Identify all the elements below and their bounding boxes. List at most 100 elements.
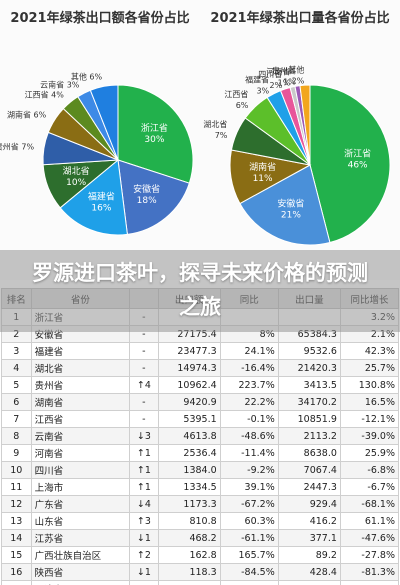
table-cell: 16: [1, 563, 32, 581]
table-cell: -39.0%: [339, 427, 400, 445]
table-cell: 3: [1, 342, 32, 360]
table-cell: 22.2%: [219, 393, 279, 411]
pie-slice-label-1: 浙江省 46%: [344, 147, 371, 170]
table-cell: -9.2%: [219, 461, 279, 479]
table-cell: 6: [1, 393, 32, 411]
table-cell: 165.7%: [219, 546, 279, 564]
table-cell: 8: [1, 427, 32, 445]
table-cell: 8638.0: [277, 444, 341, 462]
table-row: 16 陕西省 ↓1 118.3 -84.5% 428.4 -81.3%: [1, 563, 400, 581]
table-row: 6 湖南省 -9420.9 22.2% 34170.2 16.5%: [1, 393, 400, 411]
pie-slice-label-1: 浙江省 30%: [141, 122, 168, 145]
table-cell: -27.8%: [339, 546, 400, 564]
table-cell: 162.8: [157, 546, 221, 564]
table-cell: 贵州省: [30, 376, 131, 394]
table-cell: ↓4: [129, 495, 159, 513]
table-cell: -11.4%: [219, 444, 279, 462]
table-body: 1浙江省-3.2%2安徽省-27175.48%65384.32.1%3福建省-2…: [1, 308, 400, 585]
pie-slice-label-6: 福建省 3%: [245, 74, 269, 95]
table-cell: 1384.0: [157, 461, 221, 479]
table-cell: 4613.8: [157, 427, 221, 445]
table-cell: 7: [1, 410, 32, 428]
table-cell: 25.7%: [339, 359, 400, 377]
pie-slice-label-7: 四川省 2%: [258, 69, 282, 90]
table-cell: 11: [1, 478, 32, 496]
table-cell: 2536.4: [157, 444, 221, 462]
table-row: 10 四川省 ↑1 1384.0 -9.2% 7067.4 -6.8%: [1, 461, 400, 479]
table-cell: 5: [1, 376, 32, 394]
table-cell: 10962.4: [157, 376, 221, 394]
charts-area: 2021年绿茶出口额各省份占比 2021年绿茶出口量各省份占比 浙江省 30% 安徽…: [0, 0, 400, 280]
table-cell: 89.2: [277, 546, 341, 564]
pie-slice-2: [239, 164, 331, 246]
table-cell: 广东省: [30, 495, 131, 513]
table-cell: -0.1%: [219, 410, 279, 428]
table-cell: -: [129, 342, 159, 360]
table-row: 5 贵州省 ↑4 10962.4 223.7% 3413.5 130.8%: [1, 376, 400, 394]
table-cell: 4: [1, 359, 32, 377]
table-cell: 四川省: [30, 461, 131, 479]
table-cell: -: [129, 393, 159, 411]
pie-chart-export-volume: 浙江省 46% 安徽省 21%湖南省 11% 湖北省 7% 江西省 6%福建省 3%四川省 2%河南…: [203, 65, 391, 246]
table-cell: 9: [1, 444, 32, 462]
table-row: 3 福建省 -23477.3 24.1% 9532.6 42.3%: [1, 342, 400, 360]
table-cell: 17: [1, 580, 32, 585]
table-cell: ↓1: [129, 529, 159, 547]
table-cell: 377.1: [277, 529, 341, 547]
table-cell: -6.7%: [339, 478, 400, 496]
table-cell: 福建省: [30, 342, 131, 360]
table-cell: ↓3: [129, 427, 159, 445]
banner-title: 罗源进口茶叶，探寻未来价格的预测之旅: [32, 261, 368, 319]
table-cell: 24.1%: [219, 342, 279, 360]
table-cell: 山东省: [30, 512, 131, 530]
table-row: 14 江苏省 ↓1 468.2 -61.1% 377.1 -47.6%: [1, 529, 400, 547]
table-cell: -48.6%: [219, 427, 279, 445]
table-cell: -67.2%: [219, 495, 279, 513]
pie-slice-2: [117, 159, 190, 235]
table-cell: 25.9%: [339, 444, 400, 462]
table-cell: 3413.5: [277, 376, 341, 394]
table-row: 9 河南省 ↑1 2536.4 -11.4% 8638.0 25.9%: [1, 444, 400, 462]
data-table-wrapper: 排名省份出口额同比出口量同比增长 1浙江省-3.2%2安徽省-27175.48%…: [0, 288, 400, 585]
table-cell: 河南省: [30, 444, 131, 462]
table-cell: ↑4: [129, 376, 159, 394]
table-cell: 5395.1: [157, 410, 221, 428]
pie-slice-1: [117, 84, 194, 184]
table-cell: 21420.3: [277, 359, 341, 377]
table-row: 13 山东省 ↑3 810.8 60.3% 416.2 61.1%: [1, 512, 400, 530]
table-row: 4 湖北省 -14974.3 -16.4% 21420.3 25.7%: [1, 359, 400, 377]
table-cell: -47.6%: [339, 529, 400, 547]
pie-slice-label-7: 江西省 4%: [25, 90, 65, 100]
table-cell: 12: [1, 495, 32, 513]
table-cell: 9420.9: [157, 393, 221, 411]
table-cell: 7067.4: [277, 461, 341, 479]
table-cell: 10: [1, 461, 32, 479]
table-cell: 2113.2: [277, 427, 341, 445]
pie-slice-label-4: 湖北省 10%: [63, 165, 90, 188]
pie-slice-label-10: 其他 2%: [288, 65, 304, 86]
table-cell: 810.8: [157, 512, 221, 530]
table-cell: 广西壮族自治区: [30, 546, 131, 564]
pie-slice-3: [59, 159, 128, 236]
table-row: 12 广东省 ↓4 1173.3 -67.2% 929.4 -68.1%: [1, 495, 400, 513]
table-cell: -84.5%: [219, 563, 279, 581]
table-cell: 13: [1, 512, 32, 530]
pie-slice-label-3: 湖南省 11%: [249, 161, 276, 184]
pie-slice-label-5: 贵州省 7%: [0, 142, 34, 152]
table-cell: 16.5%: [339, 393, 400, 411]
table-cell: 上海市: [30, 478, 131, 496]
pie-slice-label-2: 安徽省 21%: [277, 198, 304, 221]
table-cell: 929.4: [277, 495, 341, 513]
pie-slice-label-8: 河南省 1%: [266, 67, 290, 88]
table-cell: 65.7: [277, 580, 341, 585]
table-cell: 34170.2: [277, 393, 341, 411]
table-cell: 61.1%: [339, 512, 400, 530]
table-row: 15 广西壮族自治区 ↑2 162.8 165.7% 89.2 -27.8%: [1, 546, 400, 564]
table-row: 17天津市↓5118.0-91.8%65.7-86.4%: [1, 580, 400, 585]
table-cell: -16.4%: [219, 359, 279, 377]
table-cell: -12.1%: [339, 410, 400, 428]
table-cell: 湖南省: [30, 393, 131, 411]
table-cell: ↑1: [129, 461, 159, 479]
table-cell: 9532.6: [277, 342, 341, 360]
table-cell: -: [129, 410, 159, 428]
